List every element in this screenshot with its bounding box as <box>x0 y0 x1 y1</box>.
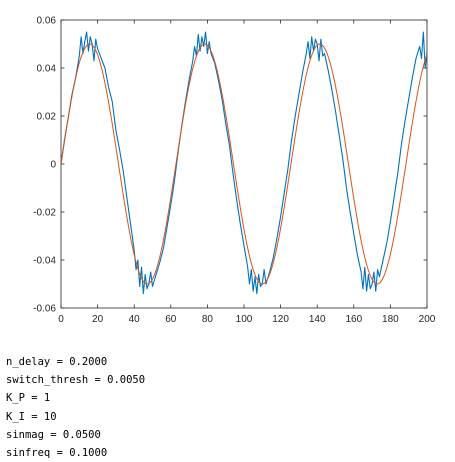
y-tick-label: 0.04 <box>37 64 57 75</box>
y-tick-label: -0.02 <box>33 208 56 219</box>
x-tick-label: 60 <box>165 314 177 325</box>
console-line-sinmag: sinmag = 0.0500 <box>6 428 101 441</box>
x-tick-label: 0 <box>58 314 64 325</box>
x-tick-label: 80 <box>202 314 214 325</box>
y-tick-label: -0.04 <box>33 256 56 267</box>
y-tick-label: 0.02 <box>37 112 57 123</box>
console-line-n-delay: n_delay = 0.2000 <box>6 356 108 368</box>
figure: 0 20 40 60 80 100 120 140 160 180 200 -0.06 -0.04 -0.… <box>33 16 436 326</box>
y-tick-label: -0.06 <box>33 304 56 315</box>
command-window-output: n_delay = 0.2000 switch_thresh = 0.0050 … <box>6 353 145 462</box>
console-line-k-p: K_P = 1 <box>6 392 51 405</box>
console-line-switch-thresh: switch_thresh = 0.0050 <box>6 374 146 387</box>
x-tick-label: 20 <box>92 314 104 325</box>
x-tick-label: 200 <box>419 314 436 325</box>
x-tick-label: 120 <box>272 314 289 325</box>
x-tick-label: 100 <box>236 314 253 325</box>
x-tick-label: 140 <box>309 314 326 325</box>
series-reference-line <box>60 43 428 285</box>
console-line-sinfreq: sinfreq = 0.1000 <box>6 447 108 460</box>
x-tick-label: 40 <box>129 314 141 325</box>
console-line-k-i: K_I = 10 <box>6 410 57 423</box>
y-tick-label: 0 <box>50 160 56 171</box>
x-tick-label: 160 <box>345 314 362 325</box>
plot-area: 0 20 40 60 80 100 120 140 160 180 200 -0.06 -0.04 -0.… <box>33 16 436 326</box>
y-tick-label: 0.06 <box>37 16 57 27</box>
x-tick-label: 180 <box>382 314 399 325</box>
axes-box <box>60 19 428 309</box>
series-measured-line <box>60 31 428 295</box>
